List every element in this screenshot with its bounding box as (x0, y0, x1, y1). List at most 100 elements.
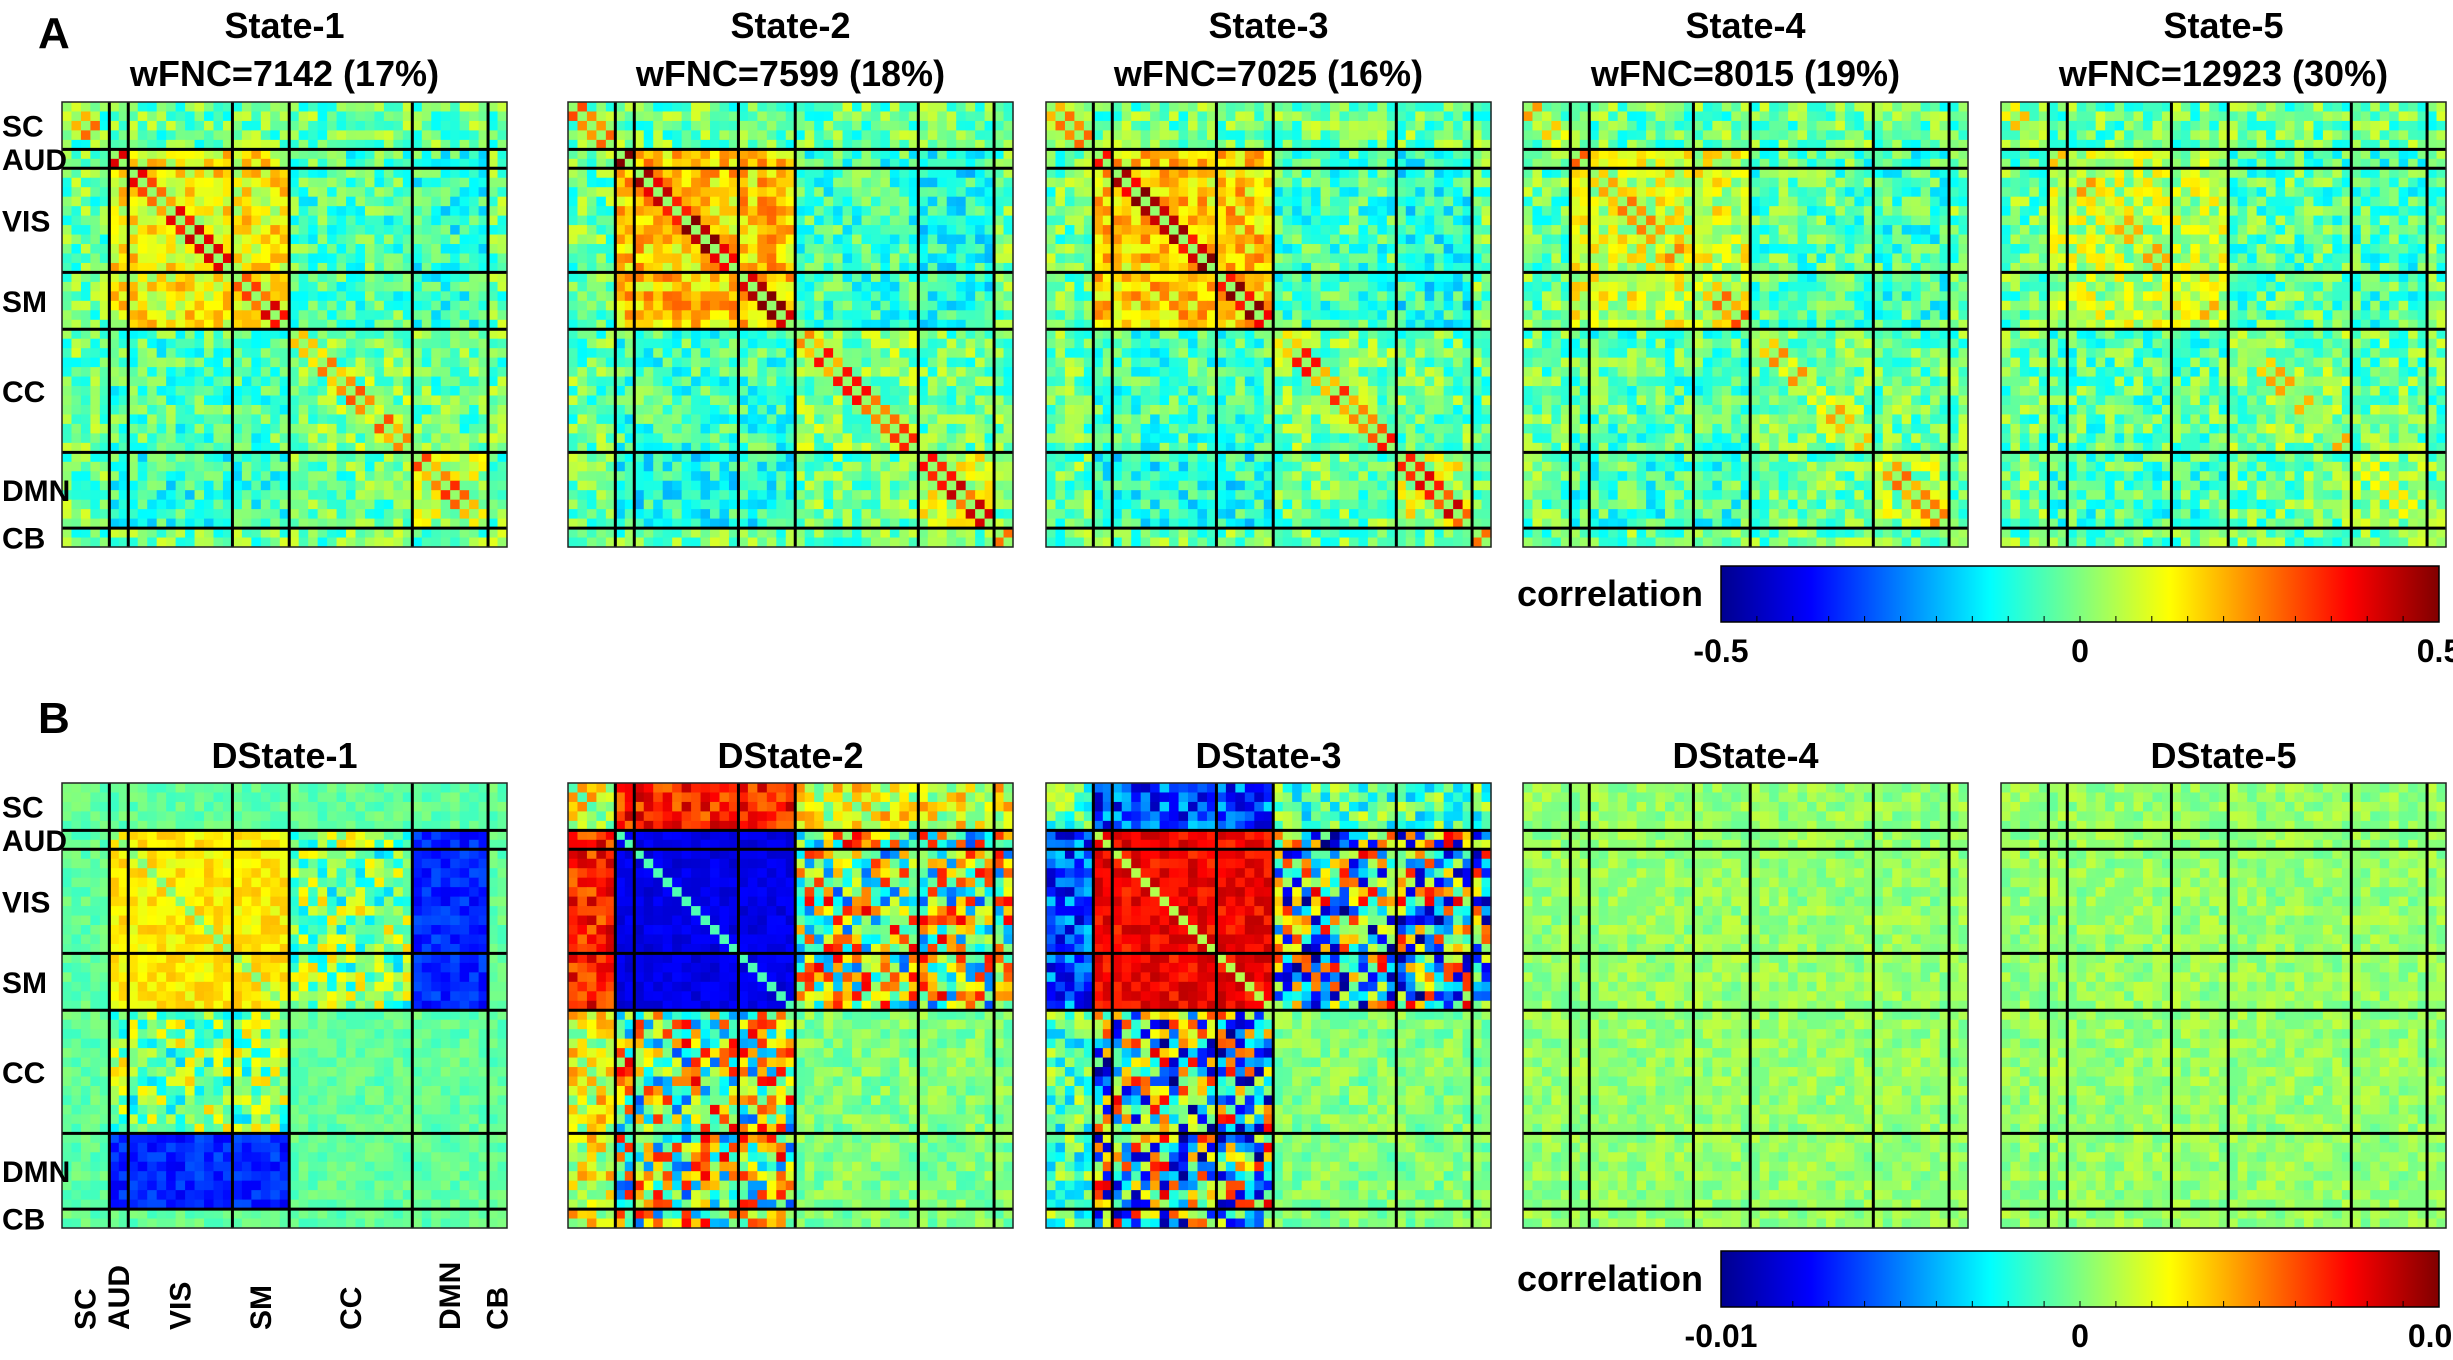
heatmap-cell (440, 215, 451, 226)
heatmap-cell (1003, 244, 1014, 255)
heatmap-cell (166, 253, 177, 264)
heatmap-cell (383, 490, 394, 501)
heatmap-cell (421, 139, 432, 150)
heatmap-cell (757, 206, 768, 217)
heatmap-cell (232, 329, 243, 340)
heatmap-cell (327, 414, 338, 425)
heatmap-cell (440, 376, 451, 387)
heatmap-cell (776, 206, 787, 217)
heatmap-cell (317, 215, 328, 226)
heatmap-cell (937, 329, 948, 340)
heatmap-cell (222, 120, 234, 132)
heatmap-cell (412, 262, 423, 274)
heatmap-cell (766, 300, 777, 311)
heatmap-cell (833, 480, 844, 491)
heatmap-cell (719, 130, 730, 141)
heatmap-cell (795, 367, 806, 378)
heatmap-cell (624, 386, 635, 397)
heatmap-cell (927, 262, 938, 274)
heatmap-cell (738, 120, 749, 132)
heatmap-cell (497, 319, 508, 330)
heatmap-cell (194, 300, 205, 311)
heatmap-cell (1453, 168, 1464, 179)
heatmap-cell (317, 187, 328, 198)
heatmap-cell (459, 480, 470, 491)
heatmap-cell (336, 471, 347, 482)
heatmap-cell (478, 499, 489, 510)
heatmap-cell (880, 234, 891, 245)
heatmap-cell (757, 376, 768, 387)
heatmap-cell (355, 414, 366, 425)
heatmap-cell (672, 357, 683, 368)
heatmap-cell (918, 376, 929, 387)
heatmap-cell (1386, 149, 1397, 160)
heatmap-cell (412, 120, 423, 132)
heatmap-cell (700, 395, 711, 406)
heatmap-cell (927, 386, 938, 397)
heatmap-cell (700, 234, 711, 245)
heatmap-cell (804, 367, 815, 378)
heatmap-cell (681, 253, 692, 264)
heatmap-cell (440, 234, 451, 245)
heatmap-cell (118, 480, 129, 491)
heatmap-cell (478, 452, 489, 463)
heatmap-cell (946, 518, 957, 529)
heatmap-cell (984, 111, 995, 122)
heatmap-cell (1235, 168, 1246, 179)
heatmap-cell (336, 338, 347, 349)
heatmap-cell (383, 234, 394, 245)
heatmap-cell (194, 111, 205, 122)
heatmap-cell (691, 244, 702, 255)
heatmap-cell (251, 111, 262, 122)
heatmap-cell (232, 177, 243, 188)
heatmap-cell (90, 310, 101, 321)
heatmap-cell (956, 414, 967, 425)
heatmap-cell (937, 499, 948, 510)
heatmap-cell (795, 395, 806, 406)
heatmap-cell (918, 262, 929, 274)
heatmap-cell (289, 461, 300, 472)
heatmap-cell (615, 310, 626, 321)
heatmap-cell (719, 168, 730, 179)
heatmap-cell (624, 206, 635, 217)
heatmap-cell (62, 423, 73, 434)
heatmap-cell (71, 215, 82, 226)
heatmap-cell (175, 139, 186, 150)
heatmap-cell (719, 357, 730, 368)
heatmap-cell (260, 102, 271, 113)
heatmap-cell (738, 367, 749, 378)
heatmap-cell (346, 423, 357, 434)
heatmap-cell (861, 281, 872, 292)
heatmap-cell (738, 244, 749, 255)
heatmap-cell (166, 499, 177, 510)
heatmap-cell (568, 158, 579, 169)
heatmap-cell (994, 187, 1005, 198)
heatmap-cell (194, 442, 205, 453)
heatmap-cell (596, 291, 607, 302)
heatmap-cell (80, 244, 92, 255)
heatmap-cell (383, 518, 394, 529)
heatmap-cell (355, 348, 366, 359)
heatmap-cell (776, 480, 787, 491)
heatmap-cell (355, 206, 366, 217)
heatmap-cell (1140, 139, 1151, 150)
heatmap-cell (241, 367, 252, 378)
heatmap-cell (251, 215, 262, 226)
heatmap-cell (852, 310, 863, 321)
heatmap-cell (336, 433, 347, 444)
heatmap-cell (937, 253, 948, 264)
heatmap-cell (327, 357, 338, 368)
heatmap-cell (870, 528, 882, 539)
heatmap-cell (450, 367, 461, 378)
heatmap-cell (700, 537, 711, 548)
heatmap-cell (795, 509, 806, 520)
heatmap-cell (279, 423, 290, 434)
heatmap-cell (956, 490, 967, 501)
heatmap-cell (469, 442, 480, 453)
heatmap-cell (1055, 206, 1066, 217)
heatmap-cell (355, 329, 366, 340)
heatmap-cell (421, 423, 432, 434)
heatmap-cell (1055, 168, 1066, 179)
heatmap-cell (956, 386, 967, 397)
heatmap-cell (213, 518, 224, 529)
